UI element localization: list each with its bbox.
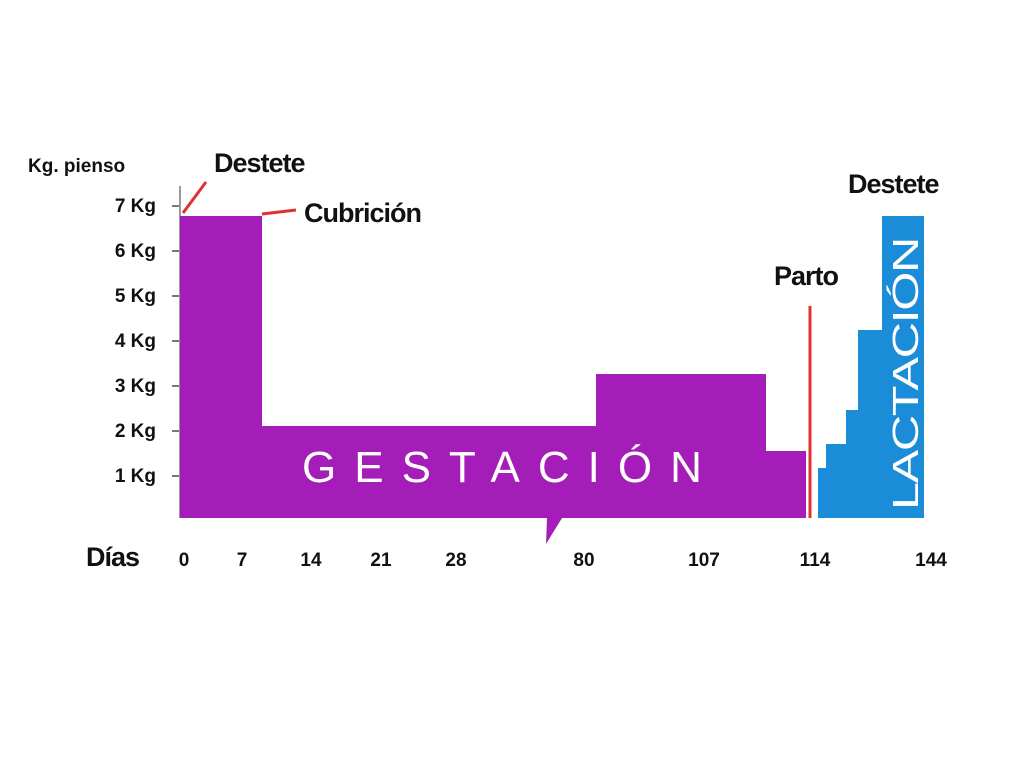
annotation-cubricion: Cubrición xyxy=(304,198,421,228)
y-tick-label: 7 Kg xyxy=(115,196,156,217)
y-axis-title: Kg. pienso xyxy=(28,156,125,177)
x-tick-label: 114 xyxy=(800,550,831,571)
y-tick-label: 1 Kg xyxy=(115,466,156,487)
x-tick-label: 21 xyxy=(370,550,392,571)
x-tick-label: 0 xyxy=(179,550,190,571)
phase-label-lactation: LACTACIÓN xyxy=(885,238,926,510)
lactation-area xyxy=(818,216,924,518)
x-tick-label: 28 xyxy=(445,550,466,571)
x-tick-label: 107 xyxy=(688,550,720,571)
x-tick-label: 144 xyxy=(915,550,947,571)
x-axis-title: Días xyxy=(86,542,139,572)
annotation-destete-start: Destete xyxy=(214,148,306,178)
x-tick-label: 14 xyxy=(300,550,322,571)
cubricion-marker-line xyxy=(261,208,297,216)
x-tick-label: 7 xyxy=(237,550,248,571)
y-tick-label: 2 Kg xyxy=(115,421,156,442)
annotation-parto: Parto xyxy=(774,261,839,291)
phase-label-gestation: GESTACIÓN xyxy=(302,443,720,492)
destete-marker-line xyxy=(181,181,208,214)
y-tick-label: 4 Kg xyxy=(115,331,156,352)
x-tick-label: 80 xyxy=(573,550,594,571)
annotation-destete-end: Destete xyxy=(848,169,940,199)
y-tick-label: 6 Kg xyxy=(115,241,156,262)
y-axis: 1 Kg 2 Kg 3 Kg 4 Kg 5 Kg 6 Kg 7 Kg xyxy=(115,186,181,518)
x-axis: Días 0 7 14 21 28 80 107 114 144 xyxy=(86,542,947,572)
y-tick-label: 5 Kg xyxy=(115,286,156,307)
y-tick-label: 3 Kg xyxy=(115,376,156,397)
gestation-area xyxy=(180,216,806,544)
